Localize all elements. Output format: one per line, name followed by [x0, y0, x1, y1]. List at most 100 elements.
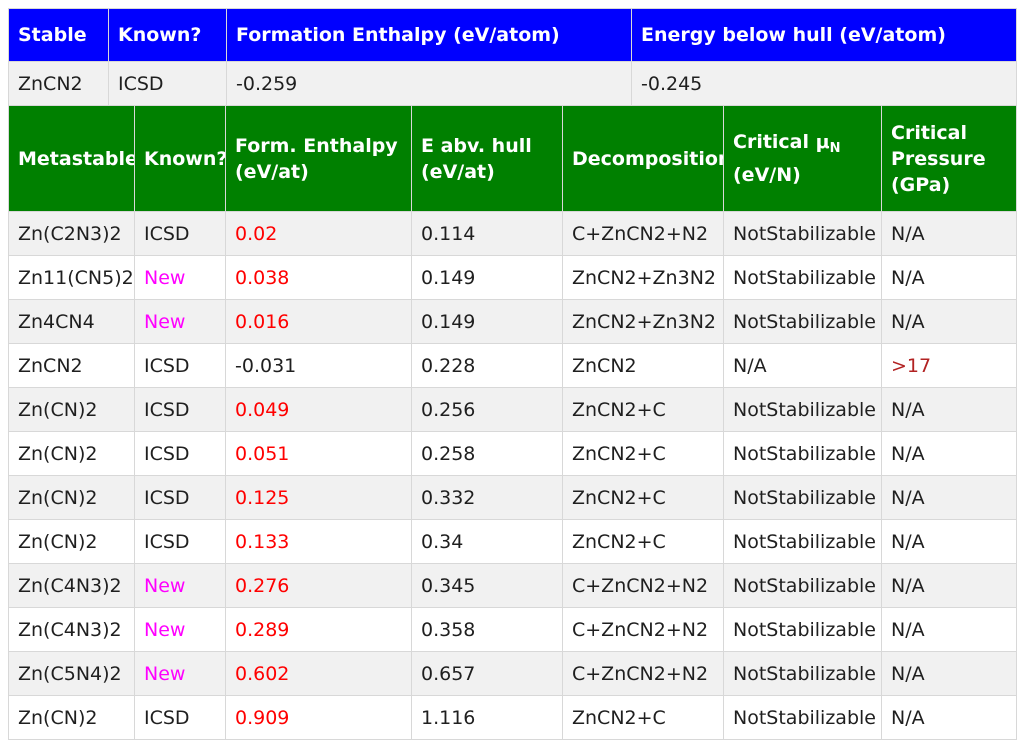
- cell-formula: Zn(CN)2: [8, 475, 135, 520]
- cell-critical-mu: NotStabilizable: [723, 475, 882, 520]
- stable-header-known: Known?: [108, 8, 227, 62]
- cell-critical-mu: NotStabilizable: [723, 211, 882, 256]
- cell-critical-pressure: N/A: [881, 211, 1017, 256]
- table-row: ZnCN2 ICSD -0.031 0.228 ZnCN2 N/A >17: [8, 343, 1017, 388]
- table-row: Zn(CN)2 ICSD 0.125 0.332 ZnCN2+C NotStabiliza…: [8, 475, 1017, 520]
- stable-known: ICSD: [108, 61, 227, 106]
- cell-known: New: [134, 255, 226, 300]
- cell-critical-mu: NotStabilizable: [723, 299, 882, 344]
- metastable-header-metastable: Metastable: [8, 105, 135, 212]
- cell-formula: Zn(C4N3)2: [8, 563, 135, 608]
- cell-formula: Zn11(CN5)2: [8, 255, 135, 300]
- cell-formula: Zn(CN)2: [8, 695, 135, 740]
- cell-e-abv-hull: 0.657: [411, 651, 563, 696]
- cell-critical-pressure: >17: [881, 343, 1017, 388]
- cell-decomposition: C+ZnCN2+N2: [562, 563, 724, 608]
- cell-formula: Zn(C5N4)2: [8, 651, 135, 696]
- cell-critical-mu: NotStabilizable: [723, 255, 882, 300]
- cell-formula: Zn(C2N3)2: [8, 211, 135, 256]
- stable-header-energy-below-hull: Energy below hull (eV/atom): [631, 8, 1017, 62]
- cell-decomposition: ZnCN2+C: [562, 431, 724, 476]
- cell-critical-mu: NotStabilizable: [723, 431, 882, 476]
- cell-decomposition: ZnCN2+C: [562, 519, 724, 564]
- cell-e-abv-hull: 0.34: [411, 519, 563, 564]
- metastable-header-critical-mu: Critical μN (eV/N): [723, 105, 882, 212]
- stable-header-row: Stable Known? Formation Enthalpy (eV/ato…: [8, 8, 1017, 62]
- metastable-body: Zn(C2N3)2 ICSD 0.02 0.114 C+ZnCN2+N2 NotStabi…: [8, 211, 1017, 740]
- cell-form-enthalpy: -0.031: [225, 343, 412, 388]
- cell-critical-pressure: N/A: [881, 695, 1017, 740]
- cell-e-abv-hull: 0.358: [411, 607, 563, 652]
- cell-critical-pressure: N/A: [881, 299, 1017, 344]
- cell-e-abv-hull: 0.332: [411, 475, 563, 520]
- cell-critical-pressure: N/A: [881, 255, 1017, 300]
- cell-form-enthalpy: 0.038: [225, 255, 412, 300]
- cell-known: New: [134, 651, 226, 696]
- cell-critical-pressure: N/A: [881, 563, 1017, 608]
- cell-critical-pressure: N/A: [881, 651, 1017, 696]
- cell-critical-mu: NotStabilizable: [723, 651, 882, 696]
- cell-critical-mu: N/A: [723, 343, 882, 388]
- cell-critical-pressure: N/A: [881, 607, 1017, 652]
- cell-formula: Zn(C4N3)2: [8, 607, 135, 652]
- cell-e-abv-hull: 0.149: [411, 299, 563, 344]
- cell-formula: Zn(CN)2: [8, 387, 135, 432]
- stable-row: ZnCN2 ICSD -0.259 -0.245: [8, 61, 1017, 106]
- cell-form-enthalpy: 0.051: [225, 431, 412, 476]
- metastable-header-critical-pressure: Critical Pressure (GPa): [881, 105, 1017, 212]
- cell-form-enthalpy: 0.133: [225, 519, 412, 564]
- cell-e-abv-hull: 0.256: [411, 387, 563, 432]
- stable-energy-below-hull: -0.245: [631, 61, 1017, 106]
- cell-e-abv-hull: 0.149: [411, 255, 563, 300]
- table-row: Zn(CN)2 ICSD 0.051 0.258 ZnCN2+C NotStabiliza…: [8, 431, 1017, 476]
- cell-known: New: [134, 563, 226, 608]
- cell-formula: Zn(CN)2: [8, 431, 135, 476]
- cell-known: ICSD: [134, 211, 226, 256]
- cell-decomposition: ZnCN2+Zn3N2: [562, 255, 724, 300]
- cell-formula: ZnCN2: [8, 343, 135, 388]
- cell-known: ICSD: [134, 695, 226, 740]
- cell-critical-pressure: N/A: [881, 431, 1017, 476]
- cell-form-enthalpy: 0.125: [225, 475, 412, 520]
- cell-decomposition: C+ZnCN2+N2: [562, 607, 724, 652]
- cell-form-enthalpy: 0.049: [225, 387, 412, 432]
- cell-decomposition: ZnCN2: [562, 343, 724, 388]
- cell-critical-mu: NotStabilizable: [723, 519, 882, 564]
- cell-form-enthalpy: 0.909: [225, 695, 412, 740]
- metastable-header-form-enthalpy: Form. Enthalpy (eV/at): [225, 105, 412, 212]
- cell-formula: Zn(CN)2: [8, 519, 135, 564]
- cell-decomposition: C+ZnCN2+N2: [562, 651, 724, 696]
- table-row: Zn(C5N4)2 New 0.602 0.657 C+ZnCN2+N2 NotStabi…: [8, 651, 1017, 696]
- table-row: Zn(CN)2 ICSD 0.049 0.256 ZnCN2+C NotStabiliza…: [8, 387, 1017, 432]
- cell-known: ICSD: [134, 387, 226, 432]
- stable-formation-enthalpy: -0.259: [226, 61, 632, 106]
- metastable-header-e-abv-hull: E abv. hull (eV/at): [411, 105, 563, 212]
- cell-critical-pressure: N/A: [881, 519, 1017, 564]
- table-row: Zn(C4N3)2 New 0.276 0.345 C+ZnCN2+N2 NotStabi…: [8, 563, 1017, 608]
- metastable-header-row: Metastable Known? Form. Enthalpy (eV/at)…: [8, 105, 1017, 212]
- cell-form-enthalpy: 0.02: [225, 211, 412, 256]
- cell-critical-mu: NotStabilizable: [723, 563, 882, 608]
- cell-e-abv-hull: 0.345: [411, 563, 563, 608]
- cell-critical-mu: NotStabilizable: [723, 607, 882, 652]
- table-row: Zn4CN4 New 0.016 0.149 ZnCN2+Zn3N2 NotStabili…: [8, 299, 1017, 344]
- cell-form-enthalpy: 0.289: [225, 607, 412, 652]
- cell-e-abv-hull: 0.258: [411, 431, 563, 476]
- cell-form-enthalpy: 0.016: [225, 299, 412, 344]
- cell-form-enthalpy: 0.276: [225, 563, 412, 608]
- metastable-header-known: Known?: [134, 105, 226, 212]
- table-row: Zn(C2N3)2 ICSD 0.02 0.114 C+ZnCN2+N2 NotStabi…: [8, 211, 1017, 256]
- cell-critical-mu: NotStabilizable: [723, 387, 882, 432]
- stable-table: Stable Known? Formation Enthalpy (eV/ato…: [8, 8, 1017, 106]
- cell-known: ICSD: [134, 431, 226, 476]
- cell-e-abv-hull: 1.116: [411, 695, 563, 740]
- cell-critical-pressure: N/A: [881, 387, 1017, 432]
- table-row: Zn(C4N3)2 New 0.289 0.358 C+ZnCN2+N2 NotStabi…: [8, 607, 1017, 652]
- metastable-header-decomposition: Decomposition: [562, 105, 724, 212]
- cell-known: New: [134, 607, 226, 652]
- cell-decomposition: ZnCN2+C: [562, 475, 724, 520]
- table-row: Zn11(CN5)2 New 0.038 0.149 ZnCN2+Zn3N2 NotSta…: [8, 255, 1017, 300]
- cell-critical-pressure: N/A: [881, 475, 1017, 520]
- cell-e-abv-hull: 0.114: [411, 211, 563, 256]
- cell-form-enthalpy: 0.602: [225, 651, 412, 696]
